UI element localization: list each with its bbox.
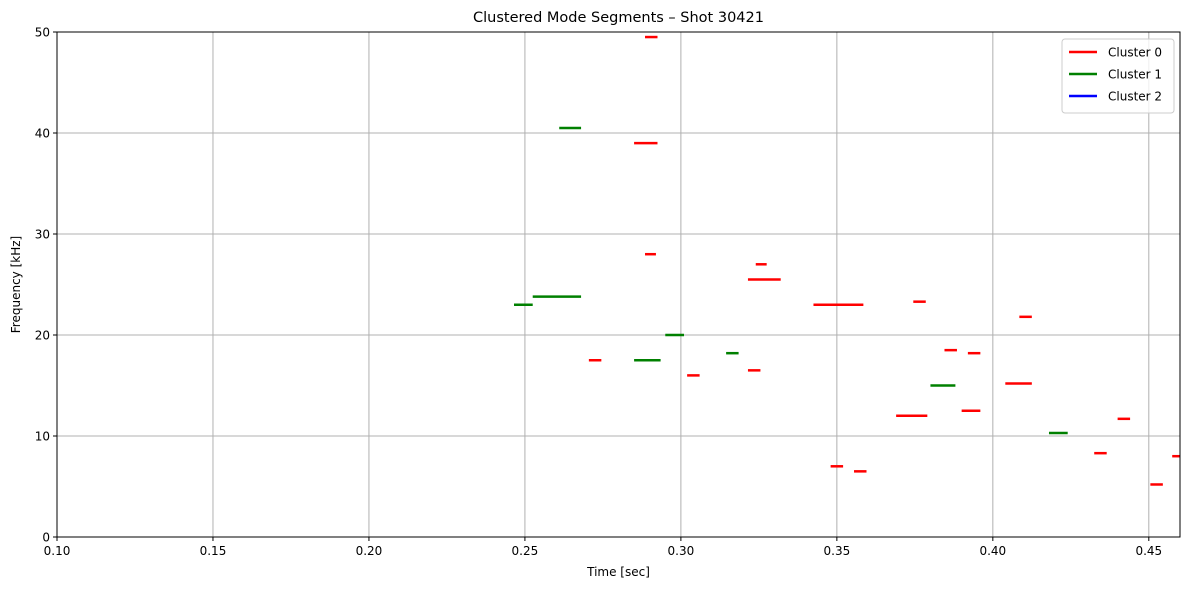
y-tick-label: 20 <box>35 329 50 343</box>
x-tick-label: 0.30 <box>668 544 695 558</box>
y-tick-label: 0 <box>42 531 50 545</box>
legend-box <box>1061 38 1175 114</box>
x-axis-label: Time [sec] <box>586 565 650 579</box>
plot-frame <box>56 31 1181 538</box>
x-tick-label: 0.25 <box>512 544 539 558</box>
series-cluster-1 <box>513 126 1068 435</box>
legend: Cluster 0 Cluster 1 Cluster 2 <box>1061 38 1175 114</box>
legend-label: Cluster 1 <box>1108 68 1162 82</box>
axis-ticks: 0.10 0.15 0.20 0.25 0.30 0.35 0.40 0.45 0 10 20 30 4… <box>35 26 1162 559</box>
x-tick-label: 0.20 <box>356 544 383 558</box>
y-tick-label: 10 <box>35 430 50 444</box>
y-tick-label: 30 <box>35 228 50 242</box>
x-tick-label: 0.40 <box>979 544 1006 558</box>
chart-title: Clustered Mode Segments – Shot 30421 <box>473 10 764 26</box>
x-tick-label: 0.15 <box>200 544 227 558</box>
y-tick-label: 40 <box>35 127 50 141</box>
legend-label: Cluster 0 <box>1108 46 1162 60</box>
y-tick-label: 50 <box>35 26 50 40</box>
x-tick-label: 0.35 <box>824 544 851 558</box>
legend-label: Cluster 2 <box>1108 90 1162 104</box>
x-tick-label: 0.45 <box>1135 544 1162 558</box>
plot-segments <box>513 35 1180 486</box>
y-axis-label: Frequency [kHz] <box>9 236 23 333</box>
series-cluster-0 <box>588 35 1180 486</box>
x-tick-label: 0.10 <box>44 544 71 558</box>
